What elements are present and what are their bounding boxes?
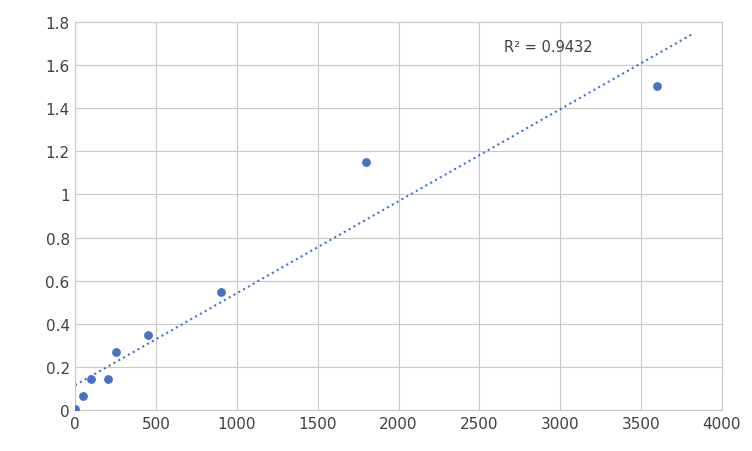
Point bbox=[77, 393, 89, 400]
Point bbox=[110, 349, 122, 356]
Point bbox=[102, 376, 114, 383]
Text: R² = 0.9432: R² = 0.9432 bbox=[504, 40, 593, 55]
Point bbox=[85, 376, 98, 383]
Point bbox=[215, 288, 227, 295]
Point bbox=[360, 159, 372, 166]
Point bbox=[69, 406, 81, 413]
Point bbox=[651, 83, 663, 91]
Point bbox=[142, 331, 154, 339]
